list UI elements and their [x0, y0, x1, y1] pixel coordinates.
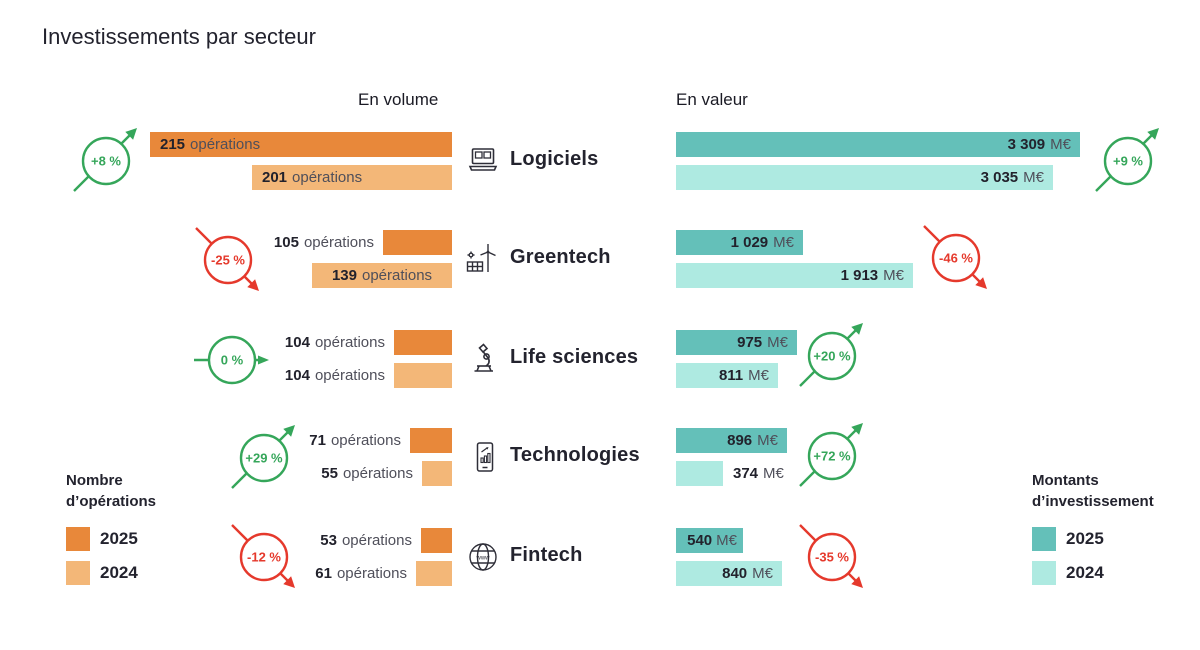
volume-unit: opérations [292, 169, 363, 186]
column-header-valeur: En valeur [676, 90, 748, 109]
svg-text:+9 %: +9 % [1113, 154, 1143, 169]
valeur-bar-2024: 3 035 M€ [676, 165, 1053, 190]
trend-indicator-volume-greentech: -25 % [195, 227, 259, 291]
valeur-bar-2024: 811 M€ [676, 363, 778, 388]
volume-bar-2025 [410, 428, 452, 453]
valeur-bar-2025: 540 M€ [676, 528, 743, 553]
sector-label-logiciels: Logiciels [510, 148, 599, 170]
svg-text:-46 %: -46 % [939, 251, 973, 266]
valeur-value: 3 309 [1007, 136, 1046, 153]
svg-text:www: www [476, 556, 491, 562]
valeur-label-2024: 374 M€ [733, 465, 784, 482]
trend-indicator-volume-technologies: +29 % [231, 425, 295, 489]
smartphone-chart-icon [476, 442, 494, 472]
valeur-unit: M€ [1023, 169, 1044, 186]
legend-swatch-teal-2025 [1032, 527, 1056, 551]
volume-value: 215 [160, 136, 186, 153]
volume-value: 201 [262, 169, 288, 186]
trend-indicator-valeur-technologies: +72 % [799, 423, 863, 487]
volume-bar-2024: 139 opérations [312, 263, 452, 288]
volume-label-2025: 53 opérations [320, 532, 412, 549]
legend-label-2025: 2025 [1066, 529, 1104, 548]
volume-bar-2024 [394, 363, 452, 388]
trend-indicator-valeur-greentech: -46 % [923, 225, 987, 289]
volume-label-2025: 105 opérations [273, 234, 374, 251]
trend-indicator-valeur-logiciels: +9 % [1095, 128, 1159, 192]
svg-text:0 %: 0 % [221, 353, 244, 368]
valeur-bar-2024: 1 913 M€ [676, 263, 913, 288]
valeur-bar-2024: 840 M€ [676, 561, 782, 586]
svg-text:-12 %: -12 % [247, 550, 281, 565]
microscope-icon [474, 343, 493, 372]
volume-label-2025: 104 opérations [284, 334, 385, 351]
volume-bar-2024 [422, 461, 452, 486]
legend-label-2024: 2024 [1066, 563, 1104, 582]
page-title: Investissements par secteur [42, 24, 316, 49]
svg-text:-25 %: -25 % [211, 253, 245, 268]
legend-label-2025: 2025 [100, 529, 138, 548]
volume-bar-2025 [394, 330, 452, 355]
svg-text:-35 %: -35 % [815, 550, 849, 565]
legend-volume-title: Nombre d’opérations [66, 472, 157, 510]
valeur-bar-2024 [676, 461, 723, 486]
volume-bar-2025 [421, 528, 452, 553]
volume-label-2024: 55 opérations [321, 465, 413, 482]
svg-text:+8 %: +8 % [91, 154, 121, 169]
legend-swatch-orange-2024 [66, 561, 90, 585]
volume-label-2024: 104 opérations [284, 367, 385, 384]
volume-bar-2025: 215 opérations [150, 132, 452, 157]
laptop-icon [468, 148, 498, 171]
sector-label-greentech: Greentech [510, 246, 611, 268]
valeur-bar-2025: 975 M€ [676, 330, 797, 355]
legend-valeur-title: Montants d’investissement [1032, 472, 1154, 510]
trend-indicator-volume-logiciels: +8 % [73, 128, 137, 192]
legend-swatch-orange-2025 [66, 527, 90, 551]
valeur-value: 3 035 [980, 169, 1019, 186]
legend-swatch-teal-2024 [1032, 561, 1056, 585]
volume-label-2025: 71 opérations [309, 432, 401, 449]
sector-label-fintech: Fintech [510, 544, 583, 566]
sector-label-lifesciences: Life sciences [510, 346, 639, 368]
sector-label-technologies: Technologies [510, 444, 640, 466]
globe-www-icon: www [469, 543, 497, 571]
trend-indicator-volume-lifesciences: 0 % [194, 335, 269, 385]
trend-indicator-valeur-lifesciences: +20 % [799, 323, 863, 387]
volume-bar-2024: 201 opérations [252, 165, 452, 190]
trend-indicator-valeur-fintech: -35 % [799, 524, 863, 588]
wind-turbine-solar-icon [466, 244, 496, 272]
valeur-bar-2025: 3 309 M€ [676, 132, 1080, 157]
svg-text:+72 %: +72 % [813, 449, 851, 464]
legend-label-2024: 2024 [100, 563, 138, 582]
svg-text:+29 %: +29 % [245, 451, 283, 466]
svg-text:+20 %: +20 % [813, 349, 851, 364]
valeur-unit: M€ [1050, 136, 1071, 153]
valeur-bar-2025: 896 M€ [676, 428, 787, 453]
volume-bar-2025 [383, 230, 452, 255]
valeur-bar-2025: 1 029 M€ [676, 230, 803, 255]
column-header-volume: En volume [358, 90, 439, 109]
volume-unit: opérations [190, 136, 261, 153]
trend-indicator-volume-fintech: -12 % [231, 524, 295, 588]
volume-label-2024: 61 opérations [315, 565, 407, 582]
volume-bar-2024 [416, 561, 452, 586]
